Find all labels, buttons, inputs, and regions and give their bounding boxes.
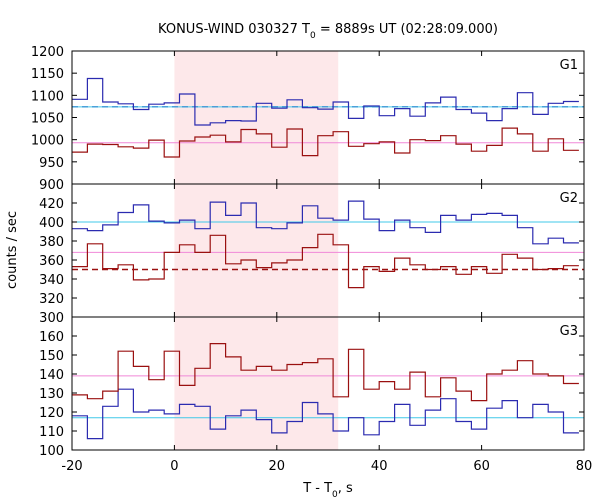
g2-red-series [72,233,579,289]
g2-blue-series [72,200,579,245]
g1-panel-label: G1 [560,58,578,73]
g2-ytick-label: 340 [39,273,64,288]
g1-ytick-label: 950 [39,156,64,171]
g3-ytick-label: 150 [39,349,64,364]
xtick-label: 80 [576,459,593,474]
g3-red-series [72,343,579,402]
g1-ytick-label: 900 [39,178,64,193]
xtick-label: 40 [371,459,388,474]
x-axis-label: T - T0, s [302,481,353,500]
g1-ytick-label: 1200 [31,45,64,60]
reference-lines-layer [72,106,584,419]
g1-ytick-label: 1150 [31,67,64,82]
g1-blue-series [72,77,579,126]
g1-ytick-label: 1100 [31,89,64,104]
g2-ytick-label: 420 [39,197,64,212]
ticks-layer: G190095010001050110011501200G23003203403… [31,45,592,474]
g3-panel-label: G3 [560,324,578,339]
chart-title: KONUS-WIND 030327 T0 = 8889s UT (02:28:0… [158,22,498,41]
xtick-label: 60 [473,459,490,474]
g3-ytick-label: 140 [39,368,64,383]
g3-ytick-label: 160 [39,330,64,345]
series-layer [72,77,579,440]
g2-ytick-label: 320 [39,292,64,307]
xtick-label: 20 [269,459,286,474]
g1-red-series [72,127,579,158]
g3-ytick-label: 110 [39,425,64,440]
g2-ytick-label: 400 [39,216,64,231]
y-axis-label: counts / sec [5,211,20,289]
xtick-label: 0 [170,459,178,474]
g3-ytick-label: 120 [39,406,64,421]
g2-ytick-label: 380 [39,235,64,250]
g3-panel-frame [71,316,585,451]
g3-ytick-label: 130 [39,387,64,402]
g2-ytick-label: 360 [39,254,64,269]
g3-blue-series [72,388,579,440]
g2-ytick-label: 300 [39,311,64,326]
xtick-label: -20 [61,459,82,474]
g1-ytick-label: 1000 [31,134,64,149]
g1-ytick-label: 1050 [31,112,64,127]
g3-ytick-label: 100 [39,444,64,459]
g2-panel-label: G2 [560,191,578,206]
